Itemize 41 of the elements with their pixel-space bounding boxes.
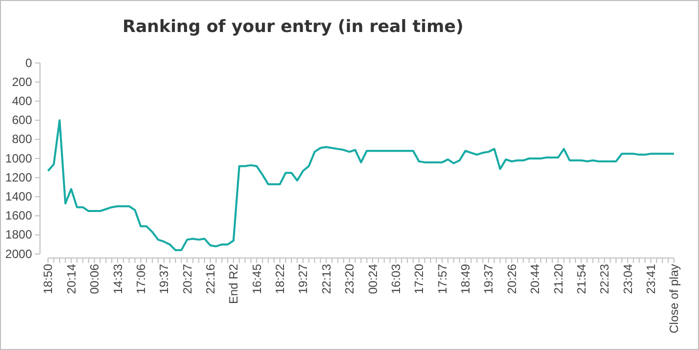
x-tick-label: 18:50 (41, 264, 56, 294)
x-tick-label: 14:33 (110, 264, 125, 294)
x-tick-label: 19:37 (482, 264, 496, 294)
y-tick-label: 2000 (5, 246, 32, 261)
y-tick-label: 400 (12, 94, 32, 108)
x-tick-label: 17:20 (412, 264, 426, 294)
x-tick-label: 16:03 (388, 264, 403, 294)
y-tick-label: 1400 (5, 190, 32, 204)
chart-title: Ranking of your entry (in real time) (122, 17, 464, 37)
x-tick-label: 18:49 (458, 264, 473, 294)
y-tick-label: 0 (25, 56, 32, 70)
x-tick-label: 20:26 (504, 264, 519, 294)
y-tick-label: 200 (12, 74, 32, 89)
x-tick-label: 22:23 (598, 264, 612, 294)
x-tick-label: 18:22 (273, 264, 288, 294)
y-tick-label: 1800 (5, 228, 32, 242)
y-tick-label: 1000 (5, 151, 32, 166)
x-tick-label: 23:20 (342, 264, 357, 294)
x-tick-label: 23:04 (620, 264, 635, 294)
y-tick-label: 1200 (5, 170, 32, 184)
x-tick-label: 00:06 (88, 264, 102, 294)
x-tick-label: 17:57 (435, 264, 450, 294)
x-tick-label: 20:14 (64, 264, 78, 294)
y-tick-label: 1600 (5, 208, 32, 223)
x-tick-label: 21:20 (551, 264, 566, 294)
y-tick-label: 800 (12, 132, 32, 146)
x-tick-label: 23:41 (644, 264, 658, 294)
x-tick-label: End R2 (226, 264, 241, 304)
x-tick-label: 20:27 (180, 264, 194, 294)
x-tick-label: 00:24 (366, 264, 380, 294)
y-tick-label: 600 (12, 113, 32, 128)
x-tick-label: 16:45 (250, 264, 264, 294)
x-tick-label: 20:44 (528, 264, 542, 294)
x-tick-label: Close of play (667, 264, 682, 334)
x-tick-label: 19:37 (157, 264, 172, 294)
x-tick-label: 17:06 (134, 264, 148, 294)
x-tick-label: 22:13 (319, 264, 334, 294)
x-tick-label: 21:54 (574, 264, 588, 294)
x-tick-label: 22:16 (203, 264, 218, 294)
x-tick-label: 19:27 (296, 264, 310, 294)
line-series (47, 119, 675, 252)
